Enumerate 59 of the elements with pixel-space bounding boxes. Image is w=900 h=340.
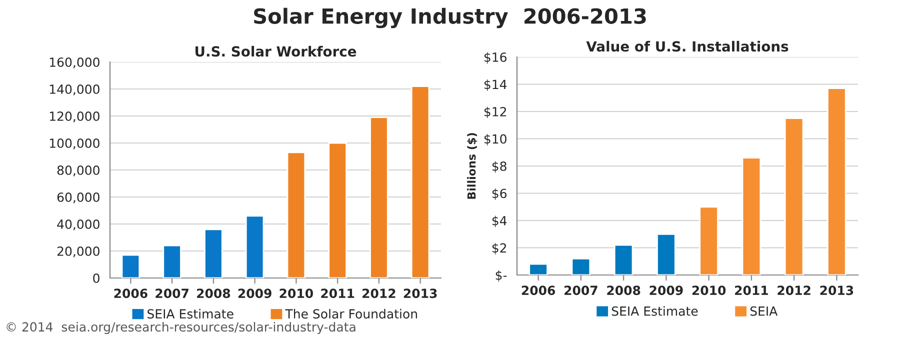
bar (571, 258, 591, 275)
y-tick-label: $10 (484, 134, 506, 146)
y-tick-label: $8 (492, 161, 506, 173)
x-tick-label: 2009 (238, 288, 272, 298)
y-tick-label: 40,000 (57, 219, 100, 230)
x-tick-label: 2007 (156, 288, 188, 298)
x-tick-label: 2006 (114, 288, 148, 298)
bar (656, 233, 676, 275)
y-tick-label: 20,000 (57, 246, 100, 258)
bar (827, 88, 846, 275)
x-tick-label: 2008 (607, 286, 640, 296)
bar (121, 254, 140, 278)
text: Solar Energy Industry 2006-2013 (254, 8, 646, 28)
bar (784, 118, 804, 275)
x-tick-label: 2010 (692, 286, 726, 296)
x-tick-label: 2008 (197, 288, 230, 298)
x-tick-label: 2006 (522, 286, 556, 296)
bar (742, 157, 762, 275)
x-tick-label: 2012 (778, 286, 810, 296)
legend-label: SEIA (750, 306, 778, 316)
x-tick-label: 2012 (362, 288, 396, 298)
chart-title: U.S. Solar Workforce (195, 46, 356, 57)
y-tick-label: 60,000 (57, 192, 100, 204)
x-tick-label: 2013 (404, 288, 437, 298)
y-tick-label: 80,000 (57, 165, 100, 176)
bar (245, 215, 264, 278)
y-tick-label: $6 (492, 188, 506, 200)
bar (528, 263, 548, 275)
legend-label: SEIA Estimate (148, 308, 234, 319)
y-tick-label: 0 (93, 273, 100, 283)
chart-title: Value of U.S. Installations (586, 40, 788, 52)
y-tick-label: 100,000 (50, 138, 100, 150)
bar (328, 142, 347, 278)
legend-label: The Solar Foundation (285, 308, 417, 319)
x-tick-label: 2013 (820, 286, 854, 296)
y-tick-label: 160,000 (50, 57, 100, 68)
y-tick-label: $- (496, 270, 507, 282)
bar (699, 206, 718, 275)
legend-label: SEIA Estimate (612, 306, 698, 316)
bar (370, 116, 388, 278)
bar (162, 244, 182, 278)
x-tick-label: 2010 (280, 288, 313, 298)
y-tick-label: $16 (484, 52, 506, 64)
y-axis-title: Billions ($) (467, 133, 478, 199)
y-tick-label: 120,000 (50, 111, 100, 122)
bar (410, 86, 430, 278)
bar (286, 152, 306, 278)
y-tick-label: 140,000 (50, 84, 100, 96)
text: © 2014 seia.org/research-resources/solar-industry-data (6, 322, 356, 334)
y-tick-label: $14 (484, 80, 507, 91)
y-tick-label: $2 (492, 243, 506, 254)
bar (204, 228, 223, 278)
y-tick-label: $12 (484, 106, 506, 118)
x-tick-label: 2011 (735, 286, 768, 296)
x-tick-label: 2011 (321, 288, 354, 298)
y-tick-label: $4 (492, 216, 507, 228)
bar (614, 244, 634, 275)
x-tick-label: 2007 (564, 286, 598, 296)
x-tick-label: 2009 (650, 286, 683, 296)
